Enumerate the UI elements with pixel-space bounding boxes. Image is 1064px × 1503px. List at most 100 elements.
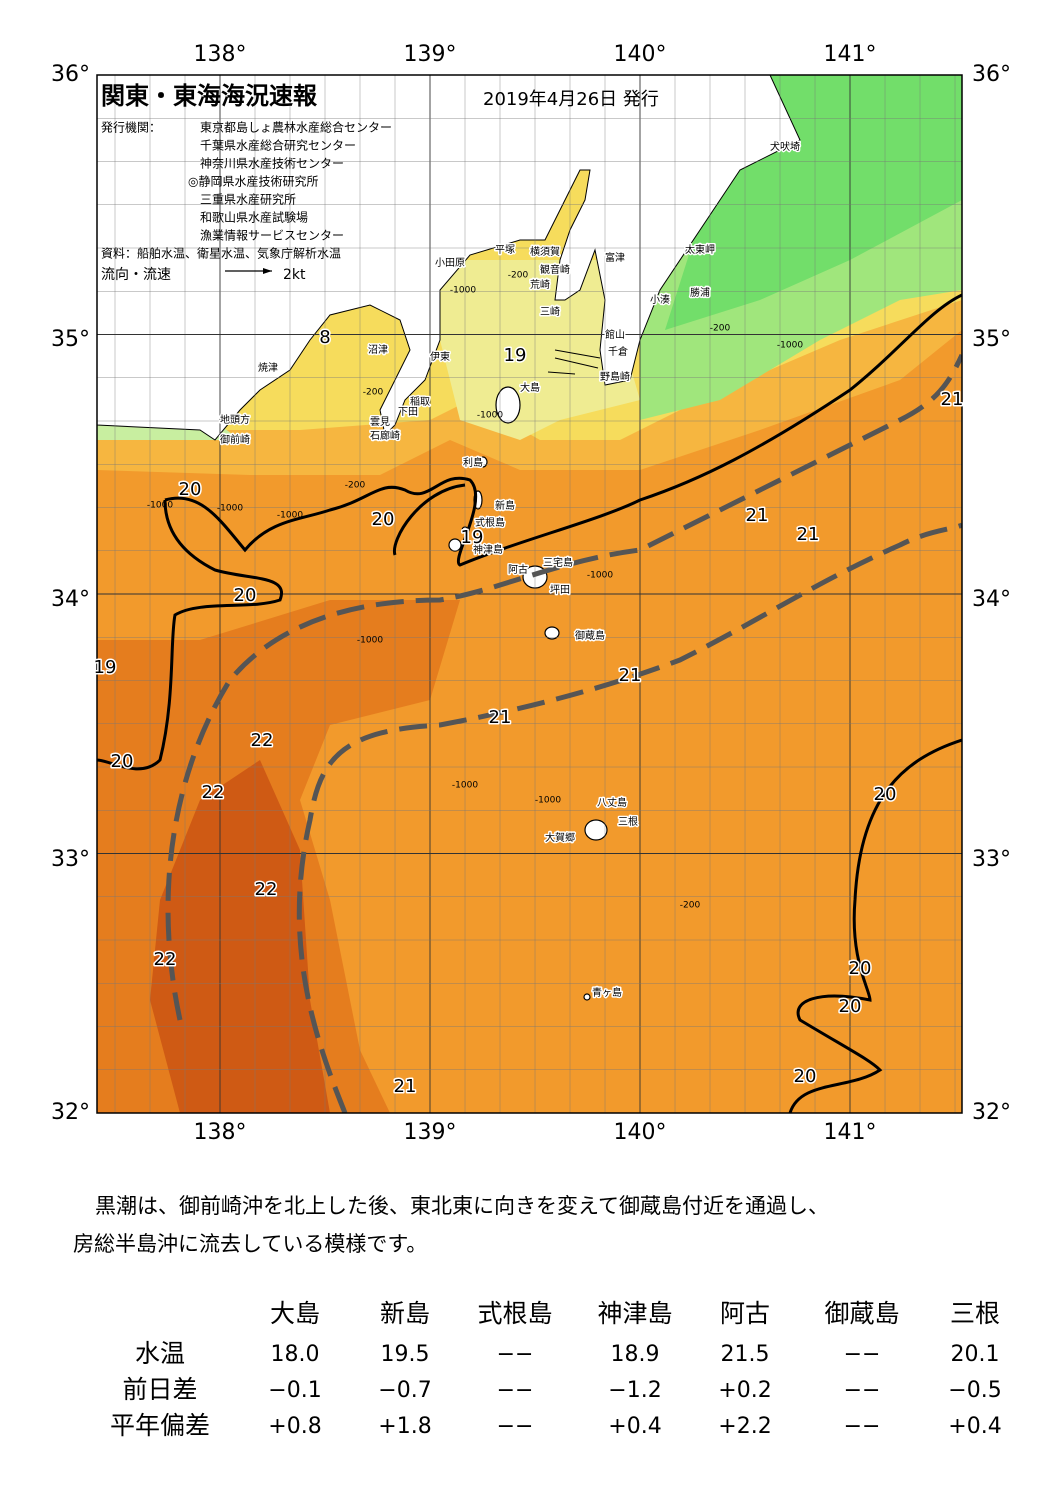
isotherm-label: 8: [319, 327, 330, 348]
table-cell: −0.7: [378, 1378, 431, 1403]
isotherm-label: 21: [797, 524, 820, 545]
table-cell: −−: [497, 1414, 534, 1439]
isotherm: [164, 293, 962, 567]
place-name: 新島: [495, 499, 515, 512]
latitude-label-left: 35°: [51, 327, 90, 352]
agency: 漁業情報サービスセンター: [200, 229, 344, 243]
isotherm: [788, 738, 962, 1113]
agency: 和歌山県水産試験場: [200, 210, 308, 225]
summary-line: 房総半島沖に流去している模様です。: [73, 1232, 427, 1256]
current-arrow: [554, 357, 599, 369]
place-name: 御蔵島: [575, 629, 605, 642]
table-cell: −0.5: [948, 1378, 1001, 1403]
place-name: 焼津: [258, 362, 278, 374]
map-title: 関東・東海海況速報: [101, 82, 318, 110]
sea-warmest: [150, 760, 330, 1113]
island: [544, 626, 560, 640]
agencies-label: 発行機関：: [101, 120, 161, 135]
table-cell: −−: [844, 1342, 881, 1367]
isotherm-label: 20: [874, 784, 897, 805]
isotherm-label: 21: [941, 389, 964, 410]
island: [495, 386, 521, 424]
longitude-label-bottom: 139°: [404, 1120, 457, 1145]
place-name: 御前崎: [220, 433, 250, 446]
place-name: 利島: [463, 456, 483, 469]
depth-label: -1000: [587, 571, 613, 581]
isotherms: [97, 293, 962, 1113]
table-cell: −0.1: [268, 1378, 321, 1403]
agencies: 東京都島しょ農林水産総合センター千葉県水産総合研究センター神奈川県水産技術センタ…: [188, 120, 392, 243]
place-name: 稲取: [410, 396, 430, 408]
table-cell: −−: [844, 1378, 881, 1403]
table-cell: −−: [497, 1378, 534, 1403]
table-cell: 18.9: [611, 1342, 660, 1367]
isotherm-label: 21: [394, 1076, 417, 1097]
table-cell: 18.0: [271, 1342, 320, 1367]
isotherm-label: 20: [179, 479, 202, 500]
longitude-label-top: 140°: [614, 42, 667, 67]
place-name: 千倉: [608, 345, 628, 358]
isotherm-label: 19: [461, 527, 484, 548]
agency: 千葉県水産総合研究センター: [200, 138, 356, 153]
island: [583, 993, 591, 1001]
latitude-label-left: 34°: [51, 587, 90, 612]
isotherm-label: 22: [154, 949, 177, 970]
depth-label: -200: [680, 901, 701, 911]
place-name: 荒崎: [530, 278, 550, 291]
latitude-label-right: 33°: [972, 847, 1011, 872]
depth-label: -1000: [147, 501, 173, 511]
place-name: 坪田: [550, 583, 570, 596]
table-cell: +0.4: [948, 1414, 1001, 1439]
place-name: 館山: [605, 328, 625, 341]
kuroshio-path: [165, 353, 962, 1021]
row-label: 前日差: [122, 1375, 197, 1404]
island: [584, 819, 608, 841]
place-name: 下田: [398, 407, 418, 418]
longitude-label-bottom: 140°: [614, 1120, 667, 1145]
latitude-label-left: 33°: [51, 847, 90, 872]
table-cell: 20.1: [951, 1342, 1000, 1367]
place-name: 観音崎: [540, 263, 570, 276]
place-name: 八丈島: [597, 796, 627, 809]
isotherm-label: 22: [251, 730, 274, 751]
latitude-label-right: 36°: [972, 62, 1011, 87]
place-name: 太東岬: [685, 243, 715, 256]
depth-label: -1000: [777, 341, 803, 351]
table-cell: +2.2: [718, 1414, 771, 1439]
table-header: 神津島: [597, 1299, 672, 1328]
isotherm-label: 20: [794, 1066, 817, 1087]
place-name: 阿古: [508, 563, 528, 576]
table-header: 式根島: [477, 1299, 552, 1328]
isotherm-label: 21: [746, 505, 769, 526]
longitude-label-bottom: 138°: [194, 1120, 247, 1145]
kuroshio-path: [296, 522, 962, 1113]
map-frame: [96, 74, 963, 1114]
summary-line: 黒潮は、御前崎沖を北上した後、東北東に向きを変えて御蔵島付近を通過し、: [95, 1194, 829, 1218]
map-fill: [97, 75, 962, 1113]
longitude-label-top: 139°: [404, 42, 457, 67]
depth-label: -1000: [452, 781, 478, 791]
isotherm-label: 20: [111, 751, 134, 772]
place-name: 神津島: [473, 543, 503, 556]
depth-label: -1000: [357, 636, 383, 646]
table-header: 阿古: [720, 1299, 770, 1328]
isotherm-label: 20: [372, 509, 395, 530]
latitude-label-left: 32°: [51, 1100, 90, 1125]
place-name: 地頭方: [220, 413, 250, 426]
isotherm-label: 20: [234, 585, 257, 606]
longitude-label-bottom: 141°: [824, 1120, 877, 1145]
table-cell: +0.2: [718, 1378, 771, 1403]
isotherm: [97, 499, 284, 771]
place-name: 野島崎: [600, 370, 630, 383]
current-arrow: [554, 349, 601, 359]
table-cell: −1.2: [608, 1378, 661, 1403]
place-name: 大島: [520, 381, 540, 394]
agency: ◎静岡県水産技術研究所: [188, 174, 318, 189]
place-name: 三根: [618, 815, 638, 828]
table-cell: −−: [844, 1414, 881, 1439]
place-name: 式根島: [475, 516, 505, 529]
isotherm-label: 20: [839, 996, 862, 1017]
kuroshio: [165, 353, 962, 1113]
table-cell: +0.8: [268, 1414, 321, 1439]
